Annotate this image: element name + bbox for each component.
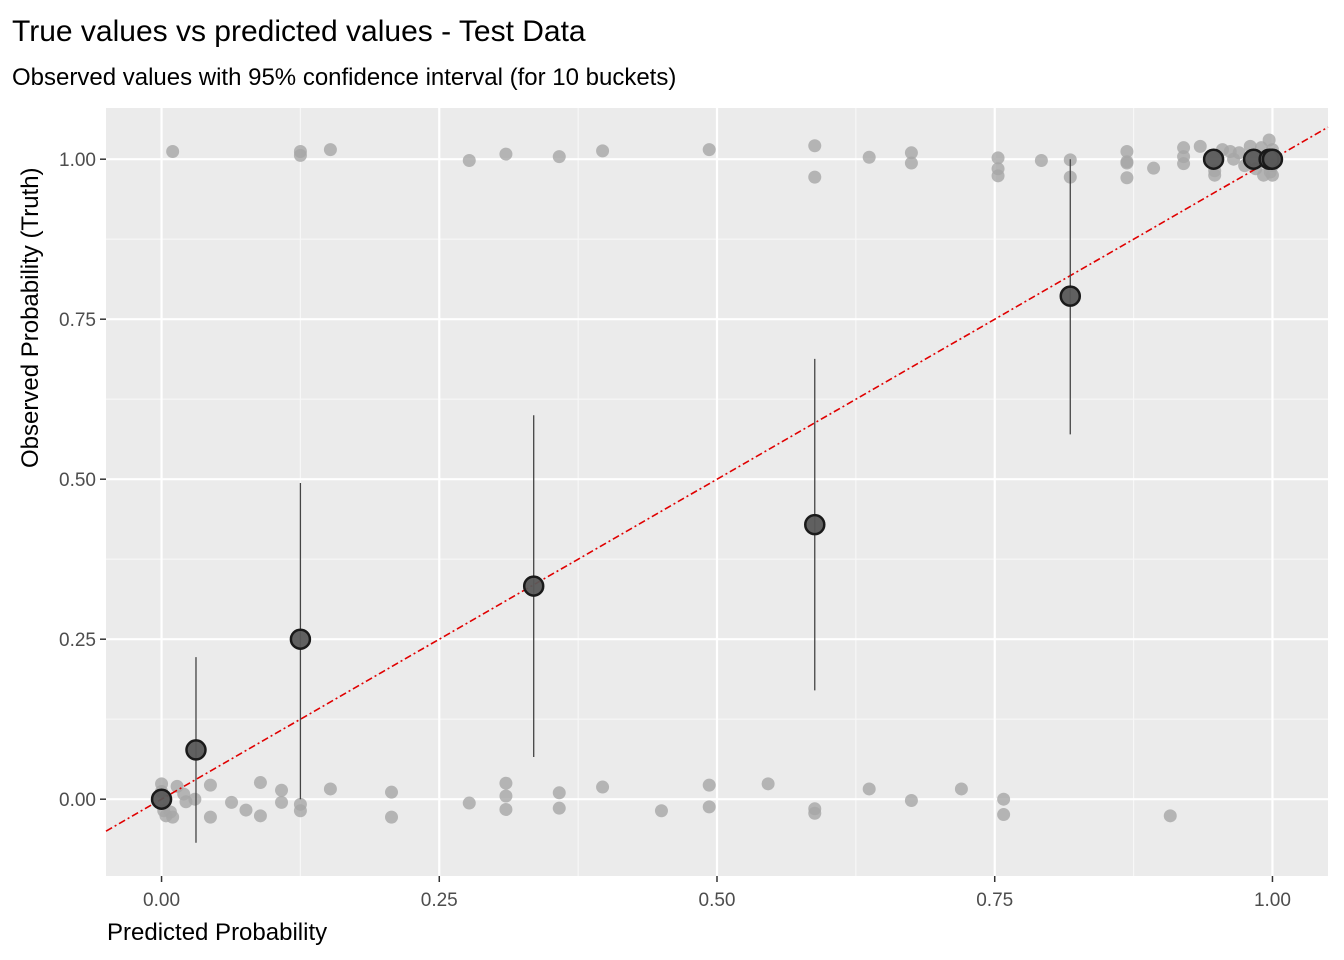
observation-point (1120, 145, 1134, 159)
observation-point (253, 776, 267, 790)
observation-point (702, 143, 716, 157)
observation-point (1147, 161, 1161, 175)
observation-point (761, 777, 775, 791)
observation-point (702, 778, 716, 792)
y-axis-ticks: 0.00 0.25 0.50 0.75 1.00 (59, 150, 106, 811)
bucket-mean-point (1202, 148, 1225, 170)
observation-point (1193, 139, 1207, 153)
observation-point (323, 143, 337, 157)
observation-point (552, 801, 566, 815)
bucket-mean-points (150, 148, 1284, 810)
bucket-mean-point (804, 513, 826, 536)
observation-point (808, 170, 822, 184)
observation-point (499, 789, 513, 803)
observation-point (462, 153, 476, 167)
y-tick-label: 1.00 (59, 150, 96, 171)
observation-point (997, 792, 1011, 806)
observation-point (552, 786, 566, 800)
observation-point (954, 782, 968, 796)
observation-point (323, 782, 337, 796)
grid-major (106, 108, 1328, 876)
observation-point (808, 806, 822, 820)
observation-point (203, 778, 217, 792)
observation-point (862, 150, 876, 164)
observation-point (462, 796, 476, 810)
observation-point (552, 150, 566, 164)
x-tick-label: 0.75 (976, 890, 1013, 911)
x-axis-ticks: 0.00 0.25 0.50 0.75 1.00 (143, 876, 1291, 911)
observation-point (991, 169, 1005, 183)
bucket-mean-point (1261, 148, 1284, 170)
observation-point (1120, 156, 1134, 170)
reference-line (105, 126, 1329, 832)
chart-subtitle: Observed values with 95% confidence inte… (12, 64, 676, 91)
observation-point (385, 810, 399, 824)
observation-point (1034, 153, 1048, 167)
observation-point (499, 802, 513, 816)
observation-point (1177, 157, 1191, 171)
x-axis-title: Predicted Probability (107, 919, 327, 946)
y-tick-label: 0.75 (59, 310, 96, 331)
observation-point (997, 808, 1011, 822)
observation-point (385, 785, 399, 799)
observation-point (239, 803, 253, 817)
observation-point (654, 804, 668, 818)
observation-point (596, 780, 610, 794)
bucket-mean-point (185, 739, 207, 761)
observation-point (1163, 809, 1177, 823)
observation-point (166, 145, 180, 159)
x-tick-label: 0.25 (421, 890, 458, 911)
y-axis-title: Observed Probability (Truth) (17, 167, 44, 468)
observation-point (904, 793, 918, 807)
observation-point (293, 804, 307, 818)
observation-point (499, 776, 513, 790)
observation-point (275, 795, 289, 809)
y-tick-label: 0.25 (59, 630, 96, 651)
observation-point (808, 139, 822, 153)
y-tick-label: 0.00 (59, 790, 96, 811)
observation-point (1227, 152, 1241, 166)
observation-point (253, 809, 267, 823)
observation-point (862, 782, 876, 796)
observation-points (155, 133, 1279, 824)
bucket-mean-point (289, 628, 312, 650)
observation-point (991, 151, 1005, 165)
observation-point (1177, 141, 1191, 155)
observation-point (596, 144, 610, 158)
observation-point (499, 147, 513, 161)
x-tick-label: 0.50 (699, 890, 736, 911)
bucket-mean-point (150, 788, 173, 810)
bucket-mean-point (522, 575, 545, 597)
observation-point (203, 810, 217, 824)
chart-title: True values vs predicted values - Test D… (12, 15, 586, 48)
observation-point (904, 146, 918, 160)
observation-point (275, 783, 289, 797)
observation-point (1208, 168, 1222, 182)
observation-point (225, 795, 239, 809)
y-tick-label: 0.50 (59, 470, 96, 491)
observation-point (1120, 171, 1134, 185)
observation-point (293, 148, 307, 162)
x-tick-label: 1.00 (1254, 890, 1291, 911)
observation-point (188, 792, 202, 806)
observation-point (166, 810, 180, 824)
observation-point (1265, 168, 1279, 182)
x-tick-label: 0.00 (143, 890, 180, 911)
bucket-mean-point (1059, 285, 1082, 307)
observation-point (904, 156, 918, 170)
observation-point (702, 800, 716, 814)
